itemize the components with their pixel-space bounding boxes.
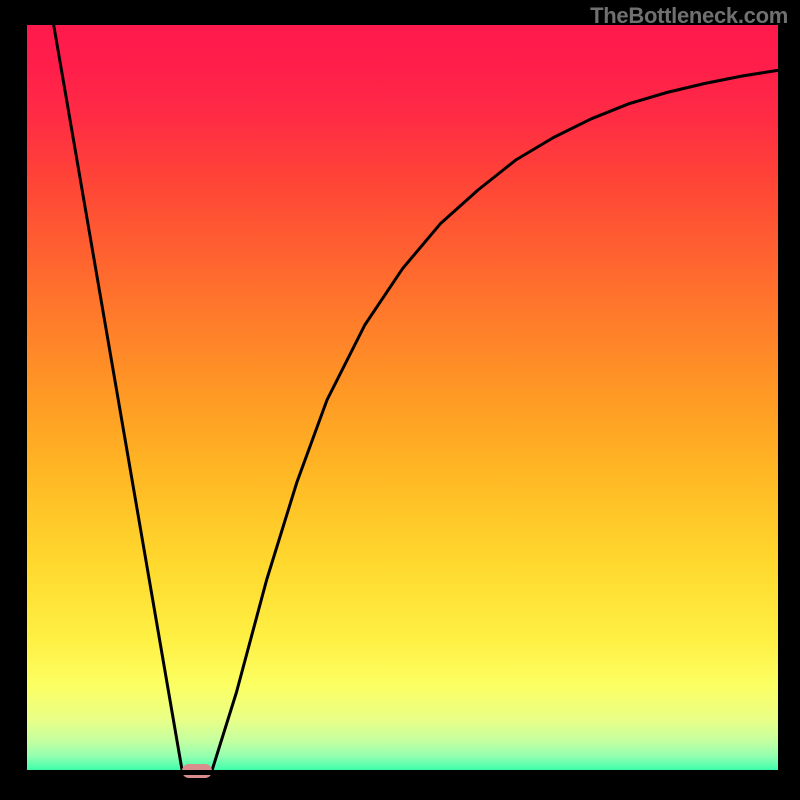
plot-bottom-border — [25, 770, 780, 775]
plot-area — [25, 25, 780, 775]
plot-right-border — [778, 25, 780, 775]
chart-root: { "canvas": { "width": 800, "height": 80… — [0, 0, 800, 800]
bottleneck-curve — [54, 25, 780, 770]
plot-left-border — [25, 25, 27, 775]
watermark-text: TheBottleneck.com — [590, 3, 788, 29]
curve-overlay — [25, 25, 780, 775]
